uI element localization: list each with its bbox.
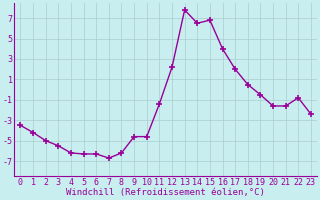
X-axis label: Windchill (Refroidissement éolien,°C): Windchill (Refroidissement éolien,°C) (66, 188, 265, 197)
